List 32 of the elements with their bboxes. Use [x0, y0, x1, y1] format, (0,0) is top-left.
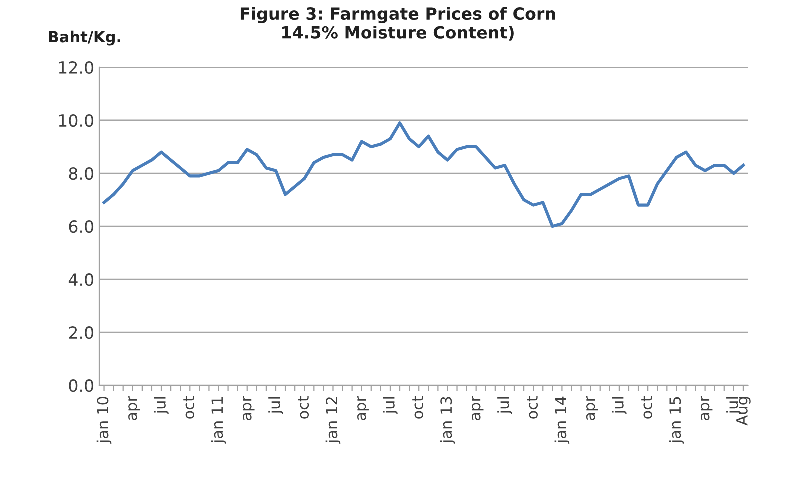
- y-tick-label: 0.0: [69, 380, 94, 392]
- x-tick-label: jul: [383, 397, 398, 414]
- y-tick-label: 2.0: [69, 326, 94, 340]
- y-tick-label: 12.0: [59, 61, 94, 74]
- x-tick-label: jul: [498, 397, 512, 414]
- y-tick-label: 4.0: [68, 274, 94, 286]
- x-tick-label: jul: [612, 397, 627, 414]
- x-tick-label: apr: [358, 396, 370, 420]
- y-tick-label: 6.0: [69, 220, 94, 234]
- x-tick-label: jul: [154, 397, 169, 414]
- x-tick-label: apr: [128, 396, 140, 420]
- x-tick-label: apr: [700, 396, 713, 420]
- x-tick-label: oct: [642, 396, 652, 419]
- x-tick-label: oct: [412, 396, 424, 419]
- x-tick-label: apr: [472, 396, 484, 420]
- x-tick-label: jan 11: [211, 397, 226, 444]
- x-tick-label: jan 14: [554, 396, 570, 444]
- x-tick-label: apr: [243, 396, 255, 420]
- x-tick-label: jul: [268, 397, 284, 414]
- x-tick-label: apr: [586, 396, 598, 420]
- chart-title: Figure 3: Farmgate Prices of Corn 14.5% Moisture Content): [240, 7, 556, 41]
- x-tick-label: jan 12: [326, 398, 341, 444]
- x-tick-label: jan 13: [440, 397, 456, 444]
- y-tick-label: 8.0: [69, 167, 94, 180]
- y-tick-label: 10.0: [59, 114, 94, 128]
- line-series: [102, 122, 745, 228]
- x-tick-label: oct: [298, 396, 310, 419]
- x-tick-label: oct: [184, 396, 195, 419]
- x-tick-label: oct: [527, 396, 538, 419]
- x-tick-label: jan 15: [669, 397, 684, 444]
- y-axis-title: Baht/Kg.: [49, 30, 120, 46]
- x-tick-label: jan 10: [96, 397, 112, 444]
